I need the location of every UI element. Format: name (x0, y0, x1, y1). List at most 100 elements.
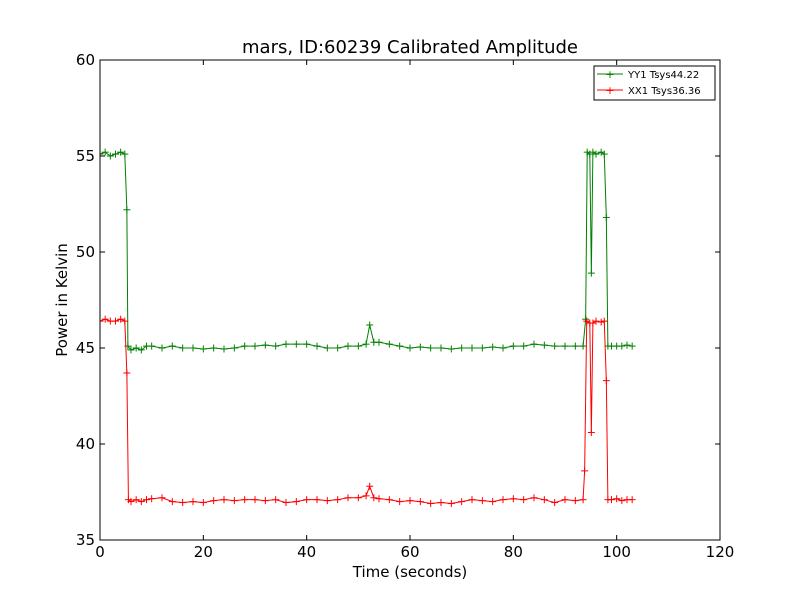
data-point (100, 150, 104, 158)
data-point (282, 499, 290, 507)
data-point (220, 345, 228, 353)
data-point (366, 482, 374, 490)
x-tick-label: 120 (706, 543, 735, 561)
data-point (179, 499, 187, 507)
data-point (509, 495, 517, 503)
data-point (447, 345, 455, 353)
legend-marker-xx1: + (605, 84, 614, 97)
series-1 (100, 315, 636, 508)
data-point (199, 345, 207, 353)
data-point (292, 340, 300, 348)
data-point (579, 342, 587, 350)
data-point (385, 340, 393, 348)
data-point (592, 317, 600, 325)
data-point (385, 496, 393, 504)
data-point (613, 495, 621, 503)
data-point (313, 342, 321, 350)
y-tick-label: 40 (76, 435, 95, 453)
data-point (323, 344, 331, 352)
data-point (272, 496, 280, 504)
data-point (561, 496, 569, 504)
legend-marker-yy1: + (605, 68, 614, 81)
y-axis-title: Power in Kelvin (53, 243, 71, 357)
legend-label-xx1: XX1 Tsys36.36 (628, 86, 701, 97)
data-point (313, 496, 321, 504)
data-point (600, 150, 608, 158)
data-point (530, 340, 538, 348)
data-point (458, 344, 466, 352)
ticks-layer: 0 20 40 60 80 100 120 35 40 45 50 55 60 (76, 51, 734, 561)
data-point (123, 206, 131, 214)
data-point (148, 342, 156, 350)
data-point (323, 497, 331, 505)
data-point (127, 498, 135, 506)
data-point (489, 343, 497, 351)
y-tick-label: 60 (76, 51, 95, 69)
data-point (344, 494, 352, 502)
data-point (608, 496, 615, 504)
data-point (143, 496, 150, 504)
data-point (437, 344, 445, 352)
series-0 (100, 148, 636, 354)
data-point (123, 369, 131, 377)
legend-label-yy1: YY1 Tsys44.22 (627, 70, 699, 81)
x-tick-label: 20 (194, 543, 213, 561)
data-point (370, 494, 378, 502)
y-tick-label: 55 (76, 147, 95, 165)
data-point (520, 496, 528, 504)
data-point (468, 496, 476, 504)
data-point (478, 497, 486, 505)
data-point (132, 344, 140, 352)
data-point (179, 344, 187, 352)
data-point (623, 341, 631, 349)
legend: + YY1 Tsys44.22 + XX1 Tsys36.36 (593, 65, 716, 101)
data-point (478, 344, 486, 352)
data-point (210, 497, 218, 505)
data-point (416, 498, 424, 506)
data-point (101, 315, 109, 323)
x-axis-title: Time (seconds) (352, 563, 468, 581)
data-point (199, 499, 207, 507)
data-point (437, 499, 445, 507)
data-point (117, 148, 125, 156)
data-point (581, 467, 589, 475)
data-point (210, 344, 218, 352)
data-point (447, 500, 455, 508)
data-point (334, 496, 342, 504)
data-point (251, 342, 259, 350)
data-point (189, 498, 197, 506)
data-point (230, 344, 238, 352)
data-point (241, 496, 249, 504)
data-point (148, 495, 156, 503)
data-point (561, 342, 569, 350)
data-point (396, 342, 404, 350)
data-point (282, 340, 290, 348)
data-point (571, 342, 579, 350)
legend-box (593, 65, 716, 101)
data-point (303, 340, 311, 348)
data-point (132, 496, 140, 504)
data-point (375, 495, 383, 503)
x-tick-label: 0 (95, 543, 105, 561)
data-point (121, 150, 129, 158)
data-point (189, 344, 197, 352)
data-point (261, 341, 269, 349)
data-point (168, 342, 176, 350)
y-tick-label: 35 (76, 531, 95, 549)
x-tick-label: 80 (504, 543, 523, 561)
data-point (168, 498, 176, 506)
data-point (158, 494, 166, 502)
data-point (396, 498, 404, 506)
data-point (551, 499, 559, 507)
data-point (489, 498, 497, 506)
data-point (540, 496, 548, 504)
data-point (416, 343, 424, 351)
data-point (551, 342, 559, 350)
data-point (261, 497, 269, 505)
data-point (121, 317, 129, 325)
data-point (362, 340, 370, 348)
data-point (602, 377, 610, 385)
data-point (158, 344, 166, 352)
data-point (592, 150, 600, 158)
